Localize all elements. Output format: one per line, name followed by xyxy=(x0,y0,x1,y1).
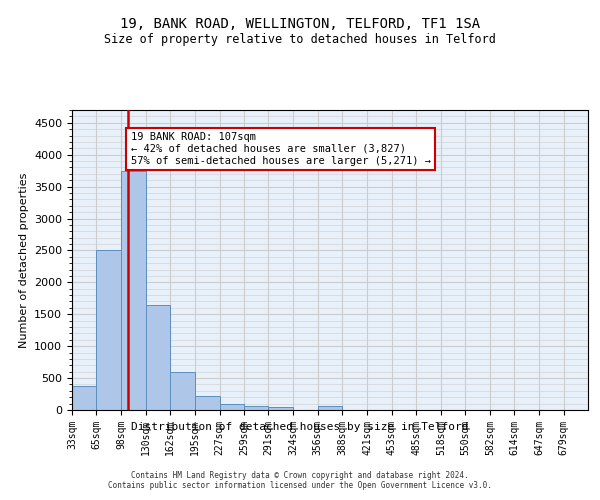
Text: Distribution of detached houses by size in Telford: Distribution of detached houses by size … xyxy=(131,422,469,432)
Bar xyxy=(121,170,146,410)
Bar xyxy=(97,250,121,410)
Text: Size of property relative to detached houses in Telford: Size of property relative to detached ho… xyxy=(104,32,496,46)
Text: 19 BANK ROAD: 107sqm
← 42% of detached houses are smaller (3,827)
57% of semi-de: 19 BANK ROAD: 107sqm ← 42% of detached h… xyxy=(131,132,431,166)
Bar xyxy=(244,406,268,410)
Y-axis label: Number of detached properties: Number of detached properties xyxy=(19,172,29,348)
Bar xyxy=(195,396,220,410)
Bar xyxy=(146,306,170,410)
Bar xyxy=(220,404,244,410)
Text: Contains HM Land Registry data © Crown copyright and database right 2024.
Contai: Contains HM Land Registry data © Crown c… xyxy=(108,470,492,490)
Bar xyxy=(318,406,342,410)
Bar xyxy=(170,372,194,410)
Bar xyxy=(72,386,97,410)
Bar xyxy=(268,408,293,410)
Text: 19, BANK ROAD, WELLINGTON, TELFORD, TF1 1SA: 19, BANK ROAD, WELLINGTON, TELFORD, TF1 … xyxy=(120,18,480,32)
